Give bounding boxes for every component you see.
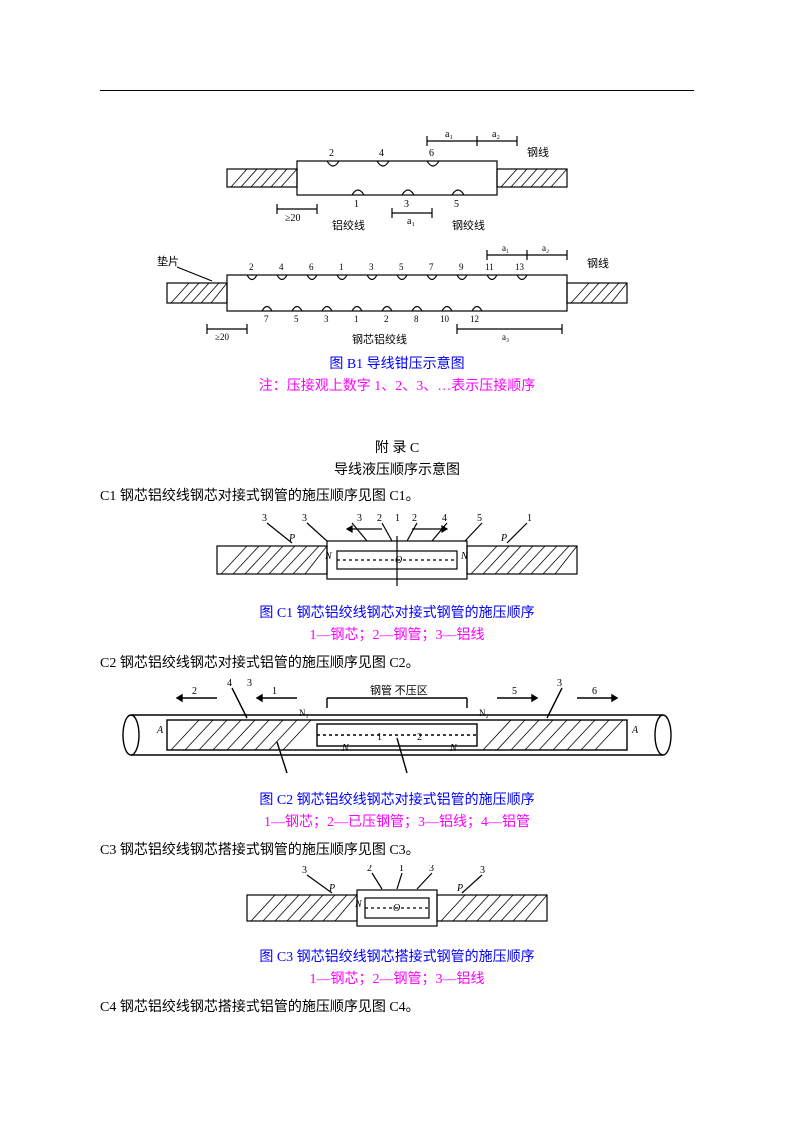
svg-text:2: 2 — [417, 732, 422, 743]
svg-text:5: 5 — [399, 262, 404, 272]
svg-text:6: 6 — [429, 148, 434, 159]
svg-text:4: 4 — [379, 148, 384, 159]
svg-text:O: O — [393, 903, 400, 914]
fig-c3-caption: 图 C3 钢芯铝绞线钢芯搭接式钢管的施压顺序 — [100, 946, 694, 966]
svg-text:P: P — [500, 533, 507, 544]
svg-text:P: P — [328, 883, 335, 894]
svg-text:7: 7 — [429, 262, 434, 272]
svg-text:3: 3 — [429, 865, 434, 874]
svg-text:3: 3 — [369, 262, 374, 272]
svg-text:a₂: a₂ — [492, 129, 500, 140]
fig-c1-caption: 图 C1 钢芯铝绞线钢芯对接式钢管的施压顺序 — [100, 602, 694, 622]
svg-text:a₁: a₁ — [407, 216, 415, 227]
figure-b1-upper: 2 4 6 1 3 5 a₁ a₂ a₁ ≥20 钢线 铝绞线 钢绞线 — [217, 121, 577, 231]
svg-text:3: 3 — [302, 865, 307, 876]
svg-text:8: 8 — [414, 314, 419, 324]
svg-text:2: 2 — [367, 865, 372, 874]
svg-text:1: 1 — [354, 199, 359, 210]
svg-text:1: 1 — [354, 314, 359, 324]
svg-text:6: 6 — [592, 686, 597, 697]
svg-text:5: 5 — [477, 513, 482, 524]
c4-line: C4 钢芯铝绞线钢芯搭接式铝管的施压顺序见图 C4。 — [100, 996, 694, 1016]
figure-c3: 3 2 1 3 3 P N O P — [237, 865, 557, 940]
svg-text:N: N — [324, 551, 333, 562]
svg-text:5: 5 — [294, 314, 299, 324]
svg-text:钢线: 钢线 — [587, 256, 609, 270]
svg-text:1: 1 — [272, 686, 277, 697]
svg-text:O: O — [395, 555, 402, 566]
svg-text:3: 3 — [262, 513, 267, 524]
svg-text:垫片: 垫片 — [157, 254, 179, 268]
svg-text:11: 11 — [485, 262, 494, 272]
svg-text:3: 3 — [404, 199, 409, 210]
svg-text:a₃: a₃ — [502, 332, 509, 342]
svg-text:钢绞线: 钢绞线 — [452, 218, 485, 231]
svg-text:a₁: a₁ — [502, 243, 509, 253]
svg-text:N: N — [341, 743, 350, 754]
svg-text:A: A — [156, 725, 164, 736]
figure-c1: 3 3 2 1 2 4 5 3 1 P N O N P — [207, 511, 587, 596]
appendix-c-title2: 导线液压顺序示意图 — [100, 459, 694, 479]
c1-line: C1 钢芯铝绞线钢芯对接式钢管的施压顺序见图 C1。 — [100, 485, 694, 505]
fig-b1-caption: 图 B1 导线钳压示意图 — [100, 353, 694, 373]
svg-text:5: 5 — [512, 686, 517, 697]
svg-text:≥20: ≥20 — [215, 332, 229, 342]
appendix-c-title1: 附 录 C — [100, 437, 694, 457]
figure-b1-lower: 2 4 6 1 3 5 7 9 11 13 7 5 3 1 2 8 10 12 a₁ a₂ a₃ ≥20 垫… — [157, 237, 637, 347]
svg-text:3: 3 — [480, 865, 485, 876]
svg-text:N₁: N₁ — [299, 708, 309, 718]
svg-text:1: 1 — [377, 732, 382, 743]
top-rule — [100, 90, 694, 91]
c2-line: C2 钢芯铝绞线钢芯对接式铝管的施压顺序见图 C2。 — [100, 652, 694, 672]
svg-text:N: N — [354, 899, 363, 910]
svg-text:1: 1 — [339, 262, 344, 272]
svg-text:2: 2 — [249, 262, 254, 272]
svg-text:2: 2 — [329, 148, 334, 159]
svg-text:3: 3 — [302, 513, 307, 524]
svg-text:N: N — [460, 551, 469, 562]
fig-c2-caption: 图 C2 钢芯铝绞线钢芯对接式铝管的施压顺序 — [100, 789, 694, 809]
fig-c1-legend: 1—钢芯；2—钢管；3—铝线 — [100, 624, 694, 644]
svg-text:a₁: a₁ — [445, 129, 453, 140]
svg-text:2: 2 — [412, 513, 417, 524]
svg-text:2: 2 — [384, 314, 389, 324]
svg-text:4: 4 — [279, 262, 284, 272]
svg-text:铝绞线: 铝绞线 — [332, 218, 365, 231]
svg-text:3: 3 — [557, 678, 562, 689]
svg-text:7: 7 — [264, 314, 269, 324]
svg-text:9: 9 — [459, 262, 464, 272]
svg-text:2: 2 — [192, 686, 197, 697]
svg-text:钢芯铝绞线: 钢芯铝绞线 — [352, 332, 407, 346]
fig-c2-legend: 1—钢芯；2—已压钢管；3—铝线；4—铝管 — [100, 811, 694, 831]
fig-c3-legend: 1—钢芯；2—钢管；3—铝线 — [100, 968, 694, 988]
svg-text:5: 5 — [454, 199, 459, 210]
svg-text:P: P — [456, 883, 463, 894]
svg-text:4: 4 — [442, 513, 447, 524]
svg-text:12: 12 — [470, 314, 479, 324]
svg-text:钢管 不压区: 钢管 不压区 — [370, 683, 428, 697]
svg-text:1: 1 — [399, 865, 404, 874]
svg-text:N₂: N₂ — [479, 708, 489, 718]
figure-c2: 2 1 钢管 不压区 5 6 A A 4 3 3 N₁ N₂ 1 2 N N — [117, 678, 677, 783]
svg-text:10: 10 — [440, 314, 450, 324]
svg-text:3: 3 — [324, 314, 329, 324]
svg-text:1: 1 — [527, 513, 532, 524]
fig-b1-note: 注：压接观上数字 1、2、3、…表示压接顺序 — [100, 375, 694, 395]
svg-text:1: 1 — [395, 513, 400, 524]
svg-text:13: 13 — [515, 262, 525, 272]
svg-text:钢线: 钢线 — [527, 145, 549, 159]
svg-text:4: 4 — [227, 678, 232, 689]
svg-text:2: 2 — [377, 513, 382, 524]
svg-text:P: P — [288, 533, 295, 544]
svg-text:3: 3 — [247, 678, 252, 689]
c3-line: C3 钢芯铝绞线钢芯搭接式钢管的施压顺序见图 C3。 — [100, 839, 694, 859]
svg-text:a₂: a₂ — [542, 243, 549, 253]
svg-text:N: N — [449, 743, 458, 754]
svg-text:6: 6 — [309, 262, 314, 272]
svg-text:A: A — [631, 725, 639, 736]
svg-text:3: 3 — [357, 513, 362, 524]
svg-text:≥20: ≥20 — [285, 213, 301, 224]
